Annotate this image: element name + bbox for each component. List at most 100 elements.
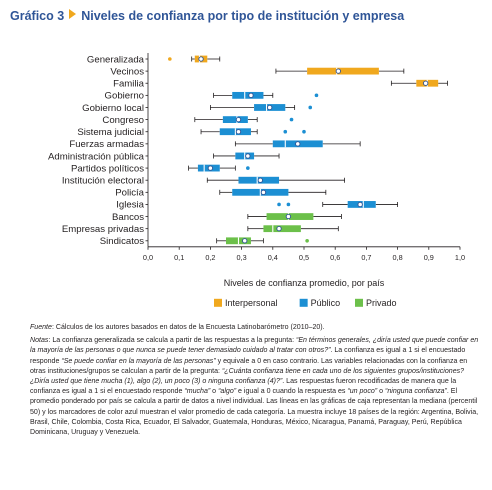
mean-marker bbox=[207, 165, 214, 171]
box-gobierno-local: Gobierno local bbox=[82, 103, 313, 114]
y-category-label: Administración pública bbox=[48, 151, 145, 162]
mean-marker bbox=[276, 226, 282, 232]
x-axis-label: Niveles de confianza promedio, por país bbox=[224, 278, 385, 288]
x-tick-label: 0,6 bbox=[330, 253, 340, 262]
notes-segment: . El promedio ponderado por país se calc… bbox=[30, 388, 479, 437]
notes-text: Notas: La confianza generalizada se calc… bbox=[30, 336, 482, 438]
notes-label: Notas bbox=[30, 337, 49, 345]
x-tick-label: 0,3 bbox=[237, 253, 247, 262]
notes-segment: o bbox=[210, 388, 219, 396]
y-category-label: Institución electoral bbox=[62, 176, 144, 187]
notes-segment: “En términos generales, ¿diría usted que… bbox=[30, 337, 479, 355]
box-partidos-políticos: Partidos políticos bbox=[71, 163, 250, 174]
x-tick-label: 0,2 bbox=[205, 253, 215, 262]
figure-title: Niveles de confianza por tipo de institu… bbox=[81, 9, 405, 23]
box-vecinos: Vecinos bbox=[110, 66, 405, 77]
notes-segment: “mucha” bbox=[184, 388, 211, 396]
x-tick-label: 0,7 bbox=[361, 253, 371, 262]
box-iqr bbox=[222, 116, 248, 123]
box-iglesia: Iglesia bbox=[116, 200, 399, 211]
y-category-label: Iglesia bbox=[116, 200, 144, 211]
box-institución-electoral: Institución electoral bbox=[62, 176, 345, 187]
source-label: Fuente bbox=[30, 324, 52, 331]
x-tick-label: 0,1 bbox=[174, 253, 184, 262]
box-plot-chart: 0,0 0,1 0,2 0,3 0,4 0,5 0,6 0,7 0,8 0,9 1,0 Niveles… bbox=[48, 53, 465, 308]
x-tick-label: 0,5 bbox=[299, 253, 309, 262]
box-iqr bbox=[232, 91, 264, 99]
mean-marker bbox=[335, 68, 341, 74]
outlier-point bbox=[308, 105, 313, 110]
mean-marker bbox=[235, 129, 242, 135]
box-generalizada: Generalizada bbox=[87, 54, 221, 65]
notes-segment: “ninguna confianza” bbox=[384, 388, 447, 396]
mean-marker bbox=[295, 141, 301, 147]
y-category-label: Sistema judicial bbox=[77, 127, 144, 138]
y-category-label: Empresas privadas bbox=[62, 224, 144, 235]
y-category-label: Familia bbox=[113, 79, 145, 90]
mean-marker bbox=[257, 177, 263, 183]
box-familia: Familia bbox=[113, 79, 448, 90]
box-empresas-privadas: Empresas privadas bbox=[62, 224, 339, 235]
notes-segment: “un poco” bbox=[347, 388, 378, 396]
mean-marker bbox=[267, 104, 273, 111]
y-category-label: Bancos bbox=[112, 212, 144, 223]
mean-marker bbox=[198, 56, 204, 62]
box-iqr bbox=[307, 67, 379, 75]
box-sindicatos: Sindicatos bbox=[100, 236, 309, 247]
notes-segment: o bbox=[377, 388, 385, 396]
outlier-point bbox=[246, 166, 250, 170]
y-category-label: Gobierno local bbox=[82, 103, 144, 114]
legend-swatch bbox=[214, 298, 222, 307]
notes-segment: e igual a 0 cuando la respuesta es bbox=[236, 388, 348, 396]
box-sistema-judicial: Sistema judicial bbox=[77, 127, 306, 138]
outlier-point bbox=[314, 93, 319, 98]
source-text: : Cálculos de los autores basados en dat… bbox=[51, 324, 325, 331]
outlier-point bbox=[286, 202, 291, 207]
mean-marker bbox=[357, 201, 363, 208]
outlier-point bbox=[302, 129, 306, 134]
legend-label: Público bbox=[311, 298, 341, 308]
notes-segment: “algo” bbox=[218, 388, 237, 396]
y-category-label: Sindicatos bbox=[100, 236, 144, 247]
y-category-label: Congreso bbox=[102, 115, 144, 126]
x-tick-label: 1,0 bbox=[455, 253, 465, 262]
outlier-point bbox=[289, 117, 294, 122]
source-note: Fuente: Cálculos de los autores basados … bbox=[30, 323, 482, 333]
legend-swatch bbox=[299, 298, 308, 307]
box-policía: Policía bbox=[115, 188, 327, 199]
mean-marker bbox=[235, 116, 242, 123]
notes-segment: y equivale a 0 en caso contrario. Las va… bbox=[30, 357, 468, 375]
outlier-point bbox=[283, 129, 288, 134]
y-category-label: Policía bbox=[115, 188, 144, 199]
box-administración-pública: Administración pública bbox=[48, 151, 280, 162]
y-category-label: Generalizada bbox=[87, 54, 145, 65]
y-category-label: Vecinos bbox=[110, 66, 144, 77]
box-gobierno: Gobierno bbox=[105, 91, 319, 102]
legend-swatch bbox=[355, 298, 363, 307]
notes-segment: : La confianza generalizada se calcula a… bbox=[48, 337, 296, 345]
mean-marker bbox=[248, 92, 254, 99]
mean-marker bbox=[285, 213, 292, 220]
box-congreso: Congreso bbox=[102, 115, 294, 126]
x-tick-label: 0,8 bbox=[393, 253, 403, 262]
y-category-label: Partidos políticos bbox=[71, 163, 144, 174]
mean-marker bbox=[245, 153, 251, 159]
x-tick-label: 0,0 bbox=[143, 253, 153, 262]
mean-marker bbox=[423, 80, 429, 86]
notes-segment: “Se puede confiar en la mayoría de las p… bbox=[61, 357, 216, 365]
legend-label: Interpersonal bbox=[225, 298, 278, 308]
box-iqr bbox=[263, 225, 301, 233]
box-bancos: Bancos bbox=[112, 212, 342, 223]
triangle-arrow-icon bbox=[69, 9, 77, 19]
outlier-point bbox=[168, 57, 172, 61]
legend-label: Privado bbox=[366, 298, 397, 308]
notes-segment: . Las respuestas fueron recodificadas de… bbox=[30, 378, 457, 396]
notes-block: Fuente: Cálculos de los autores basados … bbox=[30, 323, 482, 441]
outlier-point bbox=[305, 239, 309, 243]
x-tick-label: 0,9 bbox=[424, 253, 434, 262]
y-category-label: Fuerzas armadas bbox=[69, 139, 144, 150]
notes-segment: . La confianza es igual a 1 si el encues… bbox=[30, 347, 466, 365]
mean-marker bbox=[242, 238, 248, 244]
outlier-point bbox=[277, 202, 281, 207]
notes-segment: “¿Cuánta confianza tiene en cada uno de … bbox=[30, 367, 465, 386]
